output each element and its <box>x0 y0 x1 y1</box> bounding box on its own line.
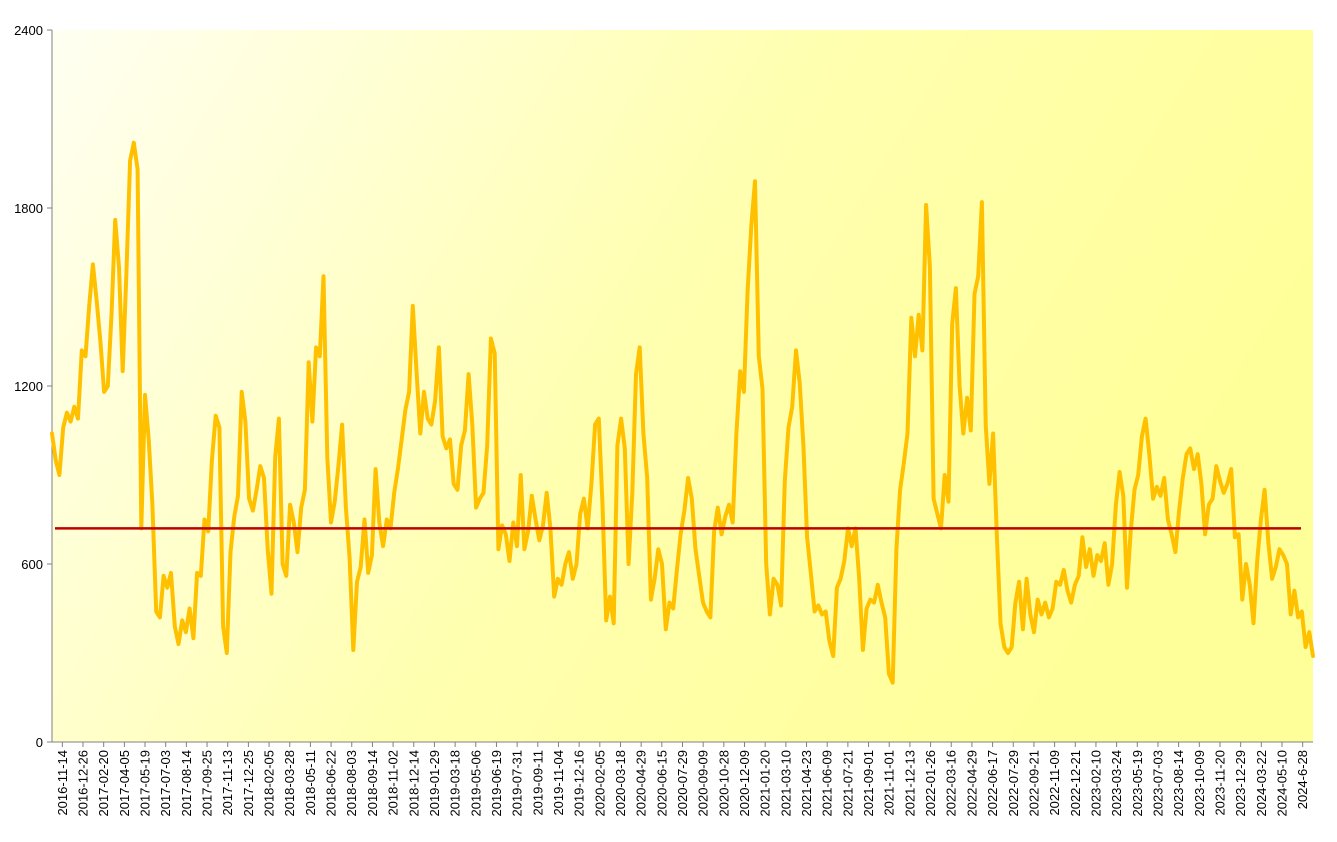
x-tick-label: 2024-03-22 <box>1254 750 1269 817</box>
x-tick-label: 2018-05-11 <box>303 750 318 816</box>
x-tick-label: 2021-09-01 <box>861 750 876 817</box>
x-tick-label: 2020-03-18 <box>613 750 628 817</box>
x-tick-label: 2019-06-19 <box>489 750 504 817</box>
x-tick-label: 2019-05-06 <box>468 750 483 817</box>
x-tick-label: 2023-03-24 <box>1109 750 1124 817</box>
x-tick-label: 2017-08-14 <box>179 750 194 817</box>
x-tick-label: 2019-07-31 <box>510 750 525 817</box>
x-tick-label: 2020-04-29 <box>634 750 649 817</box>
x-tick-label: 2019-01-29 <box>427 750 442 817</box>
x-tick-label: 2016-12-26 <box>76 750 91 817</box>
x-tick-label: 2021-07-21 <box>840 750 855 817</box>
x-tick-label: 2022-03-16 <box>944 750 959 817</box>
series-line-value <box>50 140 1315 685</box>
x-tick-label: 2020-10-28 <box>716 750 731 817</box>
x-tick-label: 2020-06-15 <box>654 750 669 817</box>
x-tick-label: 2023-08-14 <box>1171 750 1186 817</box>
x-tick-label: 2022-04-29 <box>964 750 979 817</box>
x-tick-label: 2017-12-25 <box>241 750 256 817</box>
y-tick-label: 600 <box>21 557 43 572</box>
x-tick-label: 2023-07-03 <box>1150 750 1165 817</box>
x-tick-label: 2018-08-03 <box>344 750 359 817</box>
x-tick-label: 2018-02-05 <box>262 750 277 817</box>
x-tick-label: 2019-11-04 <box>551 750 566 816</box>
x-tick-label: 2019-09-11 <box>530 750 545 816</box>
x-tick-label: 2022-12-21 <box>1068 750 1083 817</box>
x-tick-label: 2016-11-14 <box>55 750 70 816</box>
y-axis: 0 600 1200 1800 2400 <box>14 23 53 750</box>
x-tick-label: 2017-11-13 <box>220 750 235 816</box>
y-tick-label: 2400 <box>14 23 43 38</box>
x-tick-label: 2021-11-01 <box>882 750 897 816</box>
x-tick-label: 2017-09-25 <box>200 750 215 817</box>
y-tick-label: 1800 <box>14 201 43 216</box>
x-tick-label: 2024-05-10 <box>1274 750 1289 817</box>
x-tick-label: 2023-10-09 <box>1192 750 1207 817</box>
plot-area <box>52 30 1313 742</box>
x-tick-label: 2024-6-28 <box>1295 750 1310 809</box>
x-tick-label: 2018-03-28 <box>282 750 297 817</box>
x-tick-label: 2023-11-20 <box>1212 750 1227 816</box>
x-tick-label: 2019-03-18 <box>448 750 463 817</box>
x-tick-label: 2021-06-09 <box>820 750 835 817</box>
y-tick-label: 0 <box>36 735 43 750</box>
x-axis: 2016-11-14 2016-12-26 2017-02-20 2017-04-05… <box>52 741 1313 817</box>
x-tick-label: 2021-12-13 <box>902 750 917 817</box>
x-tick-label: 2021-01-20 <box>758 750 773 817</box>
x-tick-label: 2020-12-09 <box>737 750 752 817</box>
x-tick-label: 2023-05-19 <box>1130 750 1145 817</box>
x-tick-label: 2020-07-29 <box>675 750 690 817</box>
x-tick-label: 2017-02-20 <box>96 750 111 817</box>
x-tick-label: 2022-01-26 <box>923 750 938 817</box>
y-tick-label: 1200 <box>14 379 43 394</box>
x-tick-label: 2022-07-29 <box>1006 750 1021 817</box>
x-tick-label: 2020-02-05 <box>592 750 607 817</box>
x-tick-label: 2017-05-19 <box>138 750 153 817</box>
x-tick-label: 2018-06-22 <box>324 750 339 817</box>
x-tick-label: 2021-03-10 <box>778 750 793 817</box>
x-tick-label: 2020-09-09 <box>696 750 711 817</box>
x-tick-label: 2023-02-10 <box>1088 750 1103 817</box>
x-tick-label: 2023-12-29 <box>1233 750 1248 817</box>
x-tick-label: 2022-11-09 <box>1047 750 1062 816</box>
x-tick-label: 2022-09-21 <box>1026 750 1041 817</box>
x-tick-label: 2022-06-17 <box>985 750 1000 817</box>
x-tick-label: 2018-09-14 <box>365 750 380 817</box>
x-tick-label: 2019-12-16 <box>572 750 587 817</box>
series-layer <box>50 140 1315 685</box>
x-tick-label: 2017-04-05 <box>117 750 132 817</box>
x-tick-label: 2018-12-14 <box>406 750 421 817</box>
x-tick-label: 2018-11-02 <box>386 750 401 816</box>
x-tick-label: 2021-04-23 <box>799 750 814 817</box>
x-tick-label: 2017-07-03 <box>158 750 173 817</box>
